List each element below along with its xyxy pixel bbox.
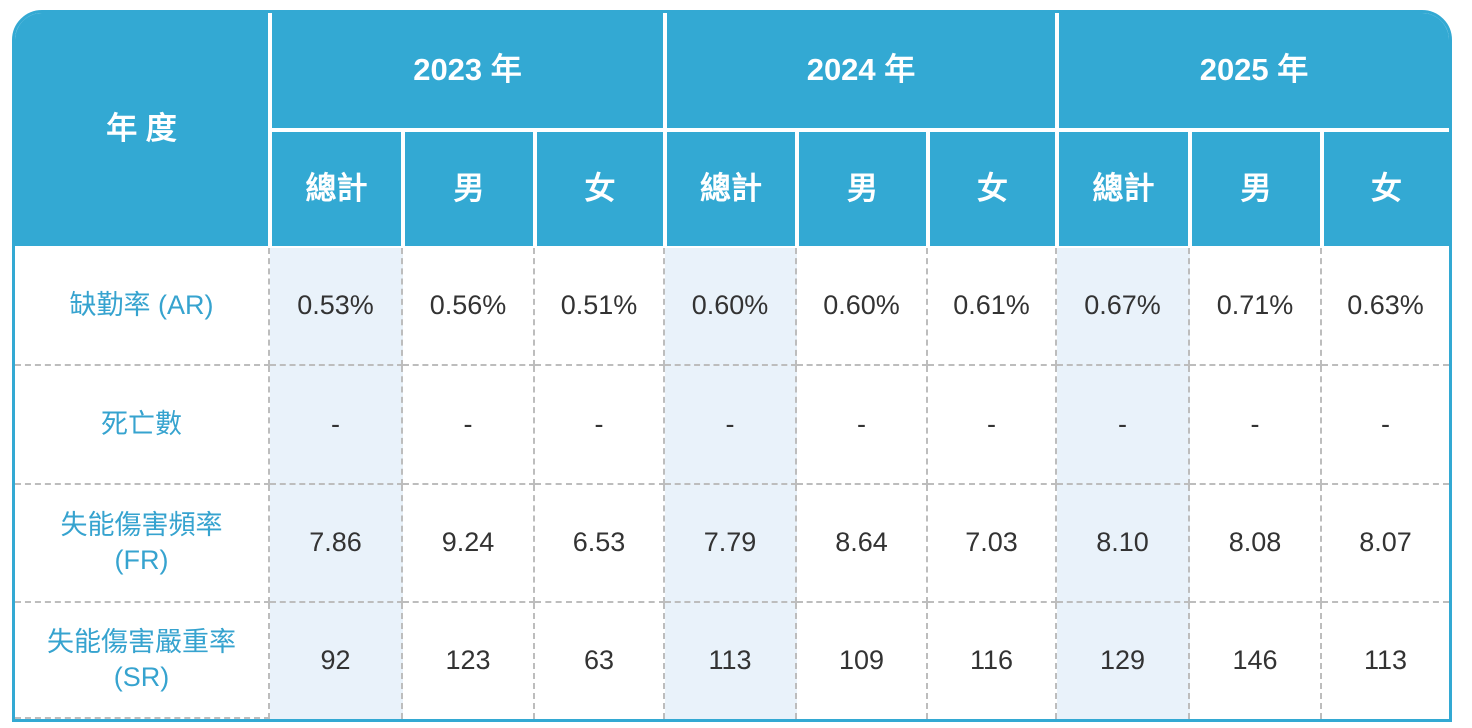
data-cell: -	[665, 366, 797, 485]
data-cell: 109	[797, 603, 928, 719]
data-cell: 8.07	[1322, 485, 1449, 603]
data-cell: 129	[1057, 603, 1190, 719]
data-cell: 7.03	[928, 485, 1057, 603]
data-cell: 123	[403, 603, 535, 719]
data-cell: 0.60%	[665, 248, 797, 366]
data-cell: -	[535, 366, 665, 485]
corner-header: 年 度	[15, 13, 268, 246]
data-cell: 8.10	[1057, 485, 1190, 603]
sub-header: 女	[1324, 132, 1449, 246]
data-table: 年 度 2023 年總計男女 2024 年總計男女 2025 年總計男女缺勤率 (AR…	[12, 10, 1452, 722]
data-cell: -	[403, 366, 535, 485]
data-cell: 113	[665, 603, 797, 719]
data-cell: 8.08	[1190, 485, 1322, 603]
data-cell: -	[1057, 366, 1190, 485]
sub-header: 總計	[1059, 132, 1188, 246]
row-label: 失能傷害嚴重率 (SR)	[15, 603, 270, 719]
data-cell: -	[1322, 366, 1449, 485]
data-cell: 146	[1190, 603, 1322, 719]
data-cell: -	[928, 366, 1057, 485]
sub-header: 男	[799, 132, 926, 246]
data-cell: -	[270, 366, 403, 485]
data-cell: 0.51%	[535, 248, 665, 366]
data-cell: 0.63%	[1322, 248, 1449, 366]
sub-header: 女	[537, 132, 663, 246]
sub-header: 男	[1192, 132, 1320, 246]
sub-header: 總計	[667, 132, 795, 246]
row-label: 失能傷害頻率 (FR)	[15, 485, 270, 603]
data-cell: 9.24	[403, 485, 535, 603]
data-cell: 63	[535, 603, 665, 719]
row-label: 缺勤率 (AR)	[15, 248, 270, 366]
data-cell: 92	[270, 603, 403, 719]
data-cell: 113	[1363, 645, 1408, 676]
year-header: 2024 年	[667, 13, 1055, 128]
data-cell: 0.60%	[797, 248, 928, 366]
data-cell: 0.61%	[928, 248, 1057, 366]
data-cell: 6.53	[535, 485, 665, 603]
data-cell: 0.71%	[1190, 248, 1322, 366]
row-label: 死亡數	[15, 366, 270, 485]
year-header: 2023 年	[272, 13, 663, 128]
sub-header: 女	[930, 132, 1055, 246]
data-cell: 7.79	[665, 485, 797, 603]
data-cell: 116	[928, 603, 1057, 719]
data-cell: 7.86	[270, 485, 403, 603]
year-header: 2025 年	[1059, 13, 1449, 128]
data-cell: -	[1190, 366, 1322, 485]
sub-header: 男	[405, 132, 533, 246]
data-cell: 0.67%	[1057, 248, 1190, 366]
data-cell: -	[797, 366, 928, 485]
sub-header: 總計	[272, 132, 401, 246]
data-cell: 0.56%	[403, 248, 535, 366]
data-cell: 8.64	[797, 485, 928, 603]
data-cell: 0.53%	[270, 248, 403, 366]
